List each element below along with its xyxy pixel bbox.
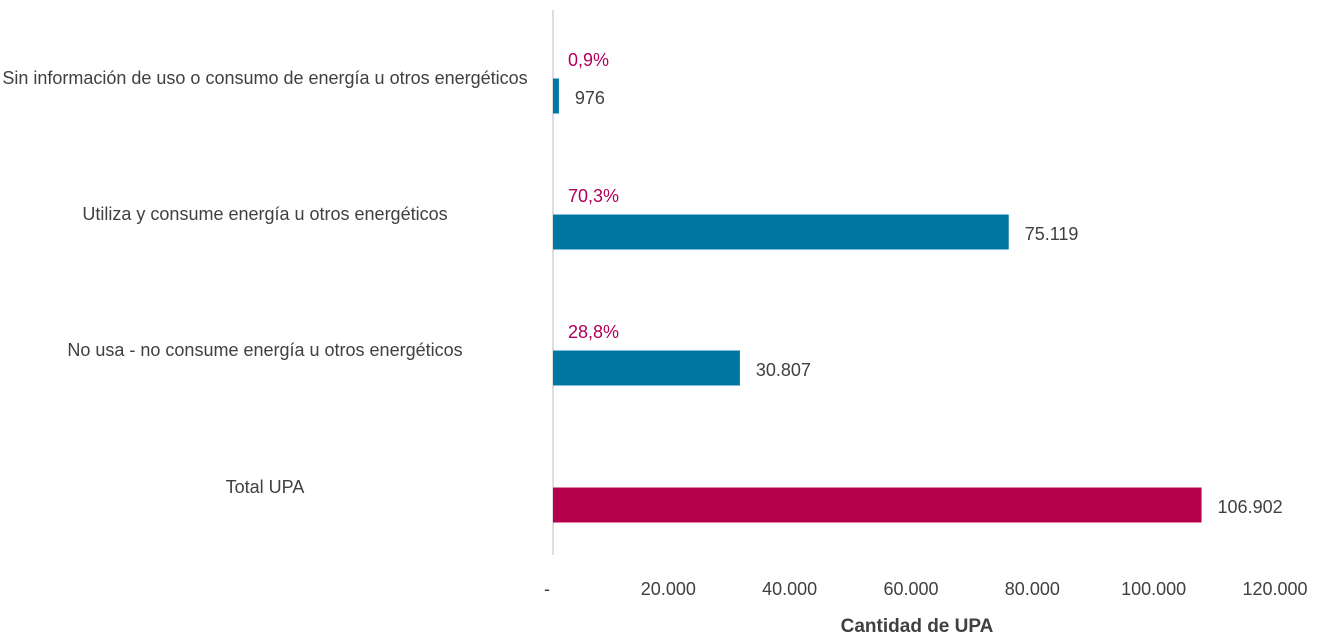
share-label: 70,3% xyxy=(568,186,619,206)
value-label: 30.807 xyxy=(756,360,811,380)
x-tick-label: 60.000 xyxy=(883,579,938,599)
bar xyxy=(553,350,740,386)
share-label: 28,8% xyxy=(568,322,619,342)
x-tick-label: 20.000 xyxy=(641,579,696,599)
category-label: Sin información de uso o consumo de ener… xyxy=(2,68,528,88)
x-tick-label: 80.000 xyxy=(1005,579,1060,599)
bar xyxy=(553,214,1009,250)
bar xyxy=(553,78,559,114)
category-label: No usa - no consume energía u otros ener… xyxy=(67,340,463,360)
value-label: 75.119 xyxy=(1025,224,1079,244)
x-tick-label: 100.000 xyxy=(1121,579,1186,599)
x-tick-label: 120.000 xyxy=(1242,579,1307,599)
bar xyxy=(553,487,1202,523)
share-label: 0,9% xyxy=(568,50,609,70)
x-axis-title: Cantidad de UPA xyxy=(841,616,994,636)
x-tick-label: - xyxy=(544,579,550,599)
category-label: Utiliza y consume energía u otros energé… xyxy=(82,204,448,224)
value-label: 976 xyxy=(575,88,605,108)
value-label: 106.902 xyxy=(1218,497,1283,517)
x-tick-label: 40.000 xyxy=(762,579,817,599)
category-label: Total UPA xyxy=(225,477,305,497)
